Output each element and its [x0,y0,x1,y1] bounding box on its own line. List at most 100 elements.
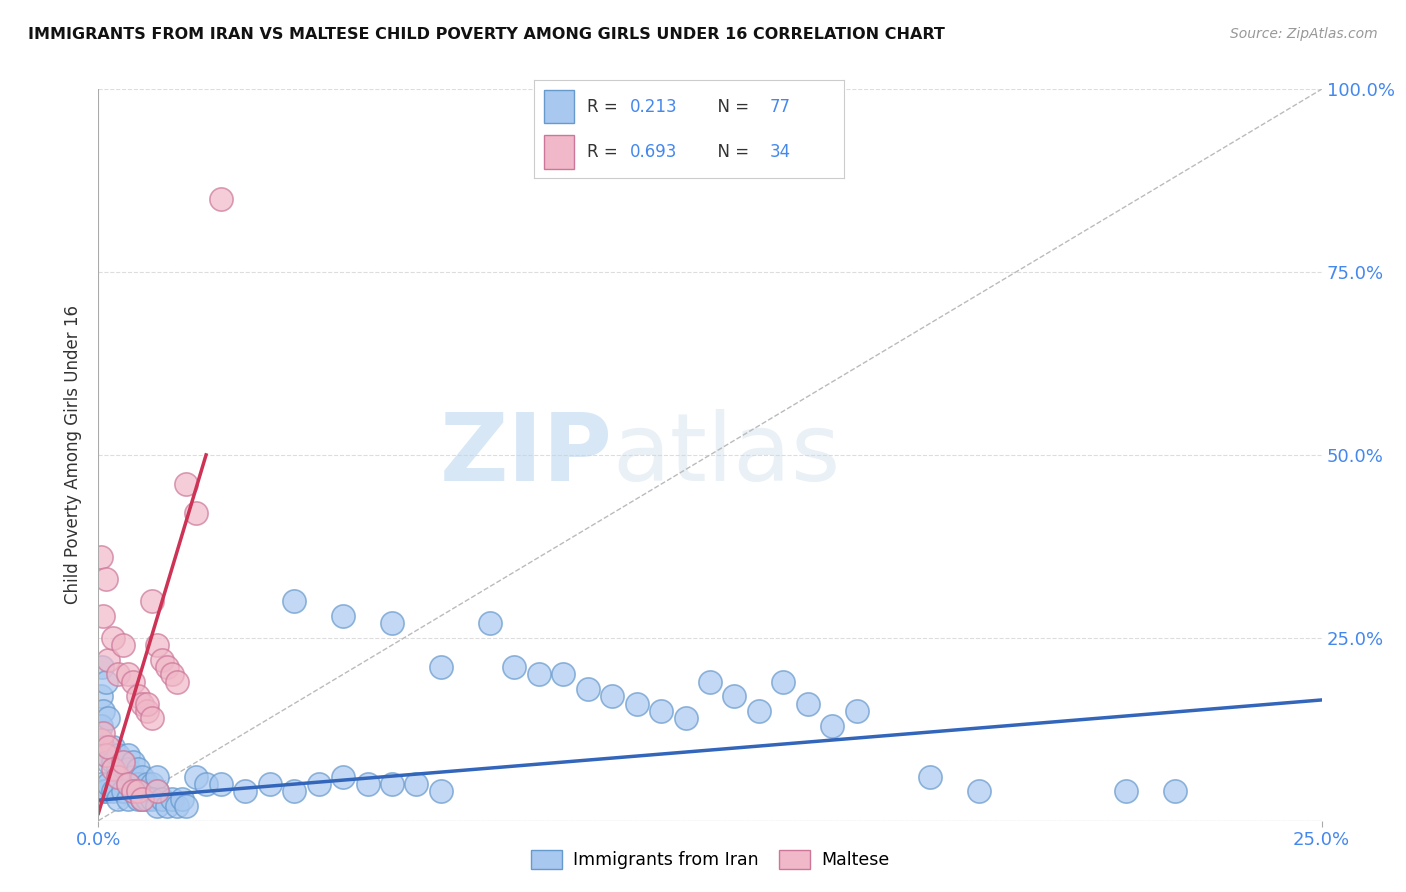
Point [356,777,378,791]
Point [131,784,153,798]
Point [527,667,550,681]
Point [127,690,149,704]
Point [195,777,218,791]
Point [160,791,183,805]
Point [107,791,129,805]
Text: 34: 34 [769,143,790,161]
Point [626,697,648,711]
Point [127,777,149,791]
Point [283,594,305,608]
Text: ZIP: ZIP [439,409,612,501]
Point [111,755,134,769]
Point [209,777,232,791]
Point [90,550,112,565]
Point [821,718,844,732]
Point [150,791,173,805]
Point [107,747,129,762]
Point [797,697,820,711]
Point [233,784,256,798]
Point [101,784,124,798]
Point [127,763,149,777]
Point [146,784,169,798]
Point [772,674,794,689]
Point [650,704,672,718]
Point [170,791,193,805]
Text: N =: N = [707,143,755,161]
Point [136,697,159,711]
Point [156,799,179,814]
Point [121,784,143,798]
Point [97,777,120,791]
Point [97,740,120,755]
Point [166,674,188,689]
Point [107,763,129,777]
Point [131,770,153,784]
Point [97,653,120,667]
Point [141,777,163,791]
Point [186,507,208,521]
Point [91,740,114,755]
Text: atlas: atlas [612,409,841,501]
Point [101,763,124,777]
Point [176,799,198,814]
Point [430,660,453,674]
Text: 0.213: 0.213 [630,98,678,116]
Point [101,755,124,769]
Point [259,777,281,791]
Point [131,791,153,805]
Point [156,660,179,674]
Point [127,784,149,798]
Point [136,704,159,718]
Point [107,667,129,681]
Point [405,777,427,791]
Point [121,674,143,689]
Point [91,704,114,718]
Point [430,784,453,798]
Text: 77: 77 [769,98,790,116]
Point [748,704,770,718]
Point [576,681,599,696]
Text: R =: R = [586,98,623,116]
Legend: Immigrants from Iran, Maltese: Immigrants from Iran, Maltese [522,841,898,878]
Y-axis label: Child Poverty Among Girls Under 16: Child Poverty Among Girls Under 16 [65,305,83,605]
Bar [544,90,575,123]
Point [111,784,134,798]
Point [131,791,153,805]
Point [121,784,143,798]
Point [1164,784,1187,798]
Point [90,733,112,747]
Point [160,667,183,681]
Point [146,770,169,784]
Point [117,667,139,681]
Text: Source: ZipAtlas.com: Source: ZipAtlas.com [1230,27,1378,41]
Point [111,755,134,769]
Point [91,726,114,740]
Point [967,784,990,798]
Point [141,594,163,608]
Point [91,784,114,798]
Point [553,667,575,681]
Point [111,638,134,652]
Point [381,777,404,791]
Point [121,755,143,769]
Point [91,660,114,674]
Text: N =: N = [707,98,755,116]
Point [94,747,117,762]
Point [127,791,149,805]
Point [381,616,404,631]
Point [97,755,120,769]
Point [131,697,153,711]
Text: R =: R = [586,143,623,161]
Bar [544,136,575,169]
Point [186,770,208,784]
Point [332,770,354,784]
Point [117,791,139,805]
Point [90,777,112,791]
Point [136,791,159,805]
Point [97,711,120,725]
Point [176,477,198,491]
Point [503,660,526,674]
Point [117,777,139,791]
Point [136,784,159,798]
Point [675,711,697,725]
